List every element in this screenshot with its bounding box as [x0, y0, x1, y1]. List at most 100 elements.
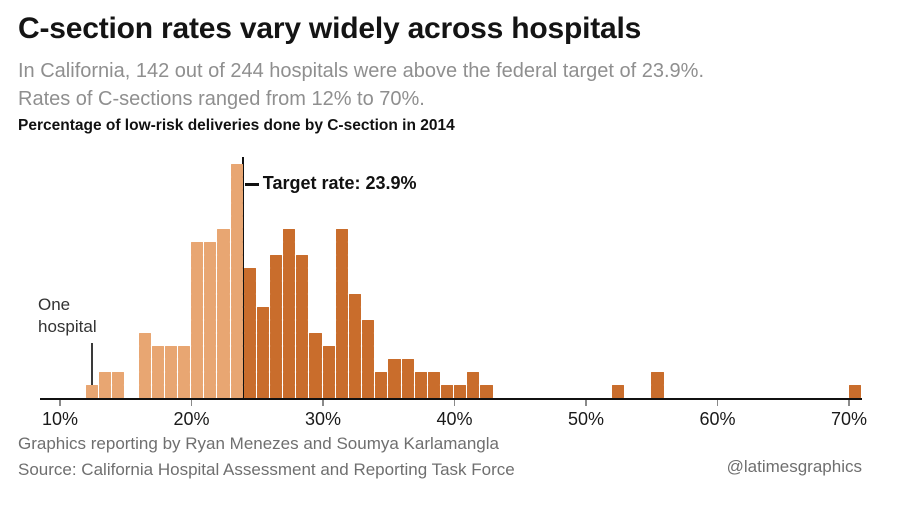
hospital-square — [243, 372, 256, 385]
hospital-square — [151, 359, 164, 372]
one-hospital-pointer-line — [91, 343, 93, 388]
hospital-square — [283, 229, 296, 242]
x-axis-tick-label: 10% — [41, 409, 79, 429]
hospital-square — [296, 359, 309, 372]
subtitle-line-1: In California, 142 out of 244 hospitals … — [18, 60, 704, 82]
chart-kicker: Percentage of low-risk deliveries done b… — [18, 117, 455, 134]
hospital-square — [283, 294, 296, 307]
footer-credit: Graphics reporting by Ryan Menezes and S… — [18, 431, 738, 483]
hospital-square — [296, 346, 309, 359]
hospital-square — [230, 294, 243, 307]
hospital-square — [217, 385, 230, 398]
x-axis-tick-label: 60% — [699, 409, 736, 429]
hospital-square — [322, 346, 335, 359]
hospital-square — [270, 385, 283, 398]
one-hospital-line-2: hospital — [38, 317, 97, 336]
hospital-square — [296, 333, 309, 346]
hospital-square — [348, 372, 362, 385]
hospital-square — [164, 385, 177, 398]
hospital-square — [217, 294, 230, 307]
hospital-square — [283, 255, 296, 268]
hospital-square — [243, 320, 256, 333]
hospital-square — [388, 359, 401, 372]
hospital-square — [388, 385, 401, 398]
hospital-square — [335, 333, 348, 346]
hospital-square — [335, 385, 348, 398]
hospital-square — [270, 320, 283, 333]
hospital-square — [256, 372, 270, 385]
hospital-square — [256, 346, 270, 359]
hospital-square — [296, 268, 309, 281]
hospital-square — [283, 320, 296, 333]
hospital-square — [256, 359, 270, 372]
hospital-square — [651, 372, 664, 385]
hospital-square — [480, 385, 493, 398]
hospital-square — [243, 333, 256, 346]
hospital-square — [454, 385, 467, 398]
hospital-square — [375, 385, 388, 398]
hospital-square — [256, 307, 270, 320]
hospital-square — [217, 268, 230, 281]
hospital-square — [243, 346, 256, 359]
hospital-square — [230, 346, 243, 359]
hospital-square — [283, 359, 296, 372]
x-axis-tick — [190, 400, 192, 406]
hospital-square — [348, 294, 362, 307]
hospital-square — [270, 294, 283, 307]
hospital-square — [191, 242, 204, 255]
hospital-square — [191, 281, 204, 294]
hospital-square — [362, 346, 375, 359]
hospital-square — [204, 372, 217, 385]
hospital-square — [362, 385, 375, 398]
x-axis-tick-label: 70% — [830, 409, 868, 429]
hospital-square — [414, 385, 427, 398]
hospital-square — [348, 359, 362, 372]
hospital-square — [243, 268, 256, 281]
x-axis-tick — [59, 400, 61, 406]
hospital-square — [296, 385, 309, 398]
hospital-square — [230, 255, 243, 268]
hospital-square — [191, 333, 204, 346]
one-hospital-annotation: One hospital — [38, 294, 97, 338]
hospital-square — [217, 320, 230, 333]
hospital-square — [335, 281, 348, 294]
hospital-square — [388, 372, 401, 385]
hospital-square — [427, 372, 440, 385]
hospital-square — [191, 255, 204, 268]
hospital-square — [335, 359, 348, 372]
hospital-square — [191, 385, 204, 398]
hospital-square — [191, 320, 204, 333]
hospital-square — [401, 372, 414, 385]
hospital-square — [335, 294, 348, 307]
x-axis-tick-label: 30% — [304, 409, 342, 429]
hospital-square — [414, 372, 427, 385]
hospital-square — [270, 346, 283, 359]
target-rate-label: Target rate: 23.9% — [262, 173, 417, 193]
hospital-square — [151, 346, 164, 359]
hospital-square — [309, 359, 322, 372]
hospital-square — [283, 333, 296, 346]
hospital-square — [138, 333, 151, 346]
hospital-square — [335, 268, 348, 281]
target-label-dash — [245, 183, 260, 186]
hospital-square — [217, 333, 230, 346]
hospital-square — [217, 281, 230, 294]
hospital-square — [283, 385, 296, 398]
hospital-square — [204, 242, 217, 255]
hospital-square — [243, 294, 256, 307]
subtitle: In California, 142 out of 244 hospitals … — [18, 57, 878, 113]
hospital-square — [217, 372, 230, 385]
hospital-square — [401, 385, 414, 398]
hospital-square — [362, 333, 375, 346]
hospital-square — [322, 385, 335, 398]
histogram-plot-area: Target rate: 23.9% One hospital 10% 20% 30%… — [38, 150, 867, 429]
hospital-square — [322, 359, 335, 372]
hospital-square — [191, 372, 204, 385]
hospital-square — [427, 385, 440, 398]
hospital-square — [99, 385, 112, 398]
hospital-square — [362, 372, 375, 385]
hospital-square — [230, 164, 243, 177]
hospital-square — [335, 320, 348, 333]
hospital-square — [217, 359, 230, 372]
